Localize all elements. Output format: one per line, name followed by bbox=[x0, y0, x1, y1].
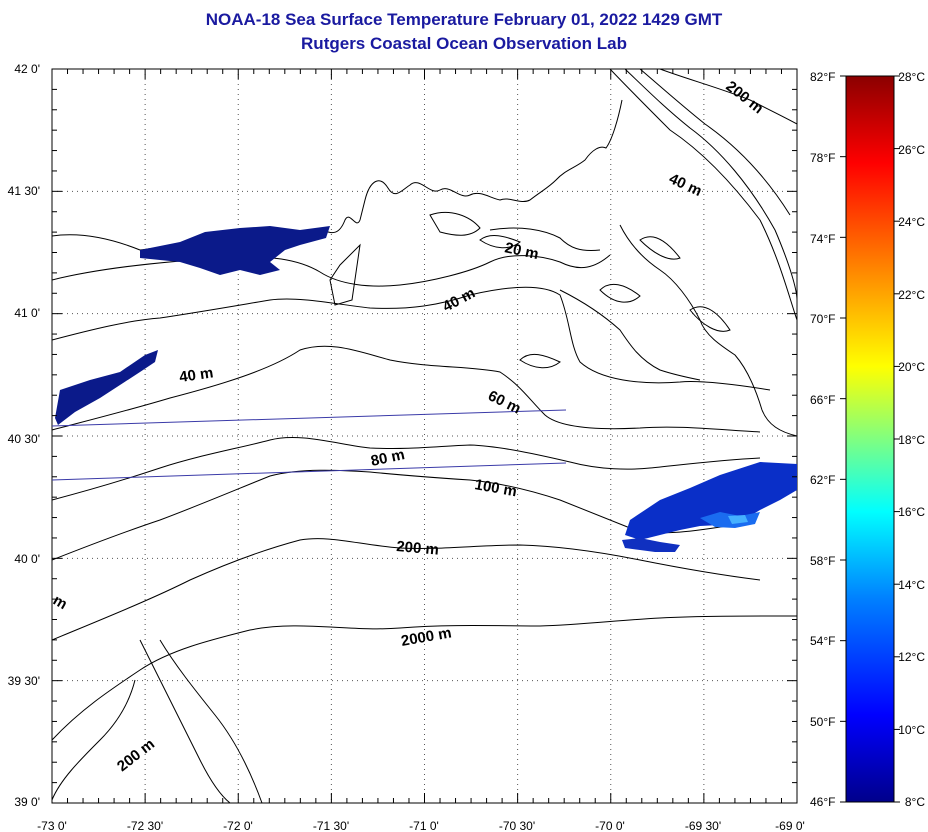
sst-patches bbox=[55, 226, 797, 552]
f-label-66: 66°F bbox=[810, 393, 835, 407]
coastline bbox=[52, 99, 797, 437]
depth-label-20m: 20 m bbox=[503, 239, 540, 263]
lat-label-40-30: 40 30' bbox=[8, 432, 40, 446]
c-label-20: 20°C bbox=[898, 360, 925, 374]
f-label-74: 74°F bbox=[810, 232, 835, 246]
map-subtitle: Rutgers Coastal Ocean Observation Lab bbox=[301, 34, 627, 53]
lon-label-71: -71 0' bbox=[409, 819, 439, 832]
c-label-10: 10°C bbox=[898, 723, 925, 737]
axis-ticks bbox=[51, 68, 798, 804]
depth-label-40m-west: 40 m bbox=[178, 364, 214, 386]
depth-label-80m: 80 m bbox=[369, 446, 406, 470]
f-label-82: 82°F bbox=[810, 70, 835, 84]
f-label-62: 62°F bbox=[810, 473, 835, 487]
f-label-58: 58°F bbox=[810, 554, 835, 568]
lat-label-41: 41 0' bbox=[14, 306, 40, 320]
f-label-50: 50°F bbox=[810, 715, 835, 729]
lon-label-72: -72 0' bbox=[223, 819, 253, 832]
f-label-70: 70°F bbox=[810, 312, 835, 326]
colorbar bbox=[845, 75, 895, 803]
satellite-tracks bbox=[52, 409, 567, 481]
lat-label-40: 40 0' bbox=[14, 552, 40, 566]
c-label-8: 8°C bbox=[905, 795, 925, 809]
f-label-54: 54°F bbox=[810, 634, 835, 648]
c-label-22: 22°C bbox=[898, 288, 925, 302]
lat-label-42: 42 0' bbox=[14, 62, 40, 76]
bathymetry-contours bbox=[52, 69, 797, 803]
lat-label-39: 39 0' bbox=[14, 795, 40, 809]
colorbar-ticks bbox=[840, 75, 900, 803]
lon-label-69-30: -69 30' bbox=[685, 819, 721, 832]
lat-label-41-30: 41 30' bbox=[8, 184, 40, 198]
lon-label-70-30: -70 30' bbox=[499, 819, 535, 832]
c-label-18: 18°C bbox=[898, 433, 925, 447]
f-label-78: 78°F bbox=[810, 151, 835, 165]
c-label-12: 12°C bbox=[898, 650, 925, 664]
c-label-28: 28°C bbox=[898, 70, 925, 84]
lon-label-71-30: -71 30' bbox=[313, 819, 349, 832]
lat-label-39-30: 39 30' bbox=[8, 674, 40, 688]
lon-label-70: -70 0' bbox=[595, 819, 625, 832]
c-label-24: 24°C bbox=[898, 215, 925, 229]
c-label-16: 16°C bbox=[898, 505, 925, 519]
lon-label-69: -69 0' bbox=[775, 819, 805, 832]
c-label-26: 26°C bbox=[898, 143, 925, 157]
lon-label-72-30: -72 30' bbox=[127, 819, 163, 832]
gridlines bbox=[52, 69, 797, 803]
lon-label-73: -73 0' bbox=[37, 819, 67, 832]
f-label-46: 46°F bbox=[810, 795, 835, 809]
depth-label-200m-center: 200 m bbox=[396, 538, 440, 559]
c-label-14: 14°C bbox=[898, 578, 925, 592]
map-title: NOAA-18 Sea Surface Temperature February… bbox=[205, 10, 723, 29]
